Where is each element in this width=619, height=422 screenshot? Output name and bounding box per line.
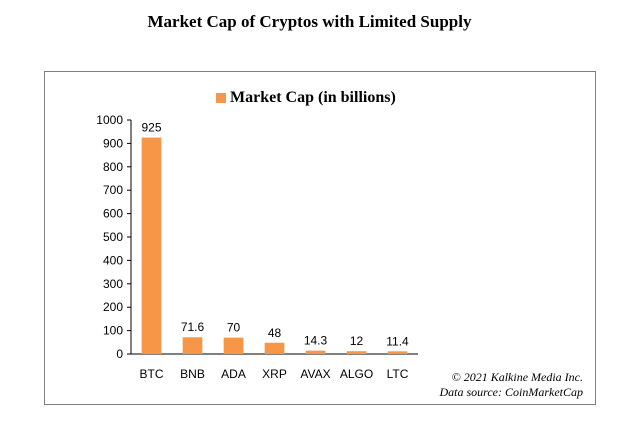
y-tick-label: 500	[103, 230, 123, 244]
copyright-text: © 2021 Kalkine Media Inc.	[451, 370, 583, 384]
page-title: Market Cap of Cryptos with Limited Suppl…	[147, 12, 472, 31]
bar-avax	[305, 350, 326, 354]
bar-bnb	[182, 337, 203, 354]
y-tick-label: 400	[103, 253, 123, 267]
y-tick-label: 800	[103, 160, 123, 174]
x-tick-label-algo: ALGO	[340, 367, 373, 381]
bar-btc	[141, 137, 162, 354]
bar-ltc	[387, 351, 408, 354]
x-tick-label-bnb: BNB	[180, 367, 205, 381]
y-tick-label: 600	[103, 207, 123, 221]
bar-xrp	[264, 342, 285, 354]
data-label-ada: 70	[227, 321, 241, 335]
y-tick-label: 300	[103, 277, 123, 291]
y-tick-label: 900	[103, 136, 123, 150]
data-label-xrp: 48	[268, 326, 282, 340]
bar-algo	[346, 351, 367, 354]
y-tick-label: 100	[103, 324, 123, 338]
data-label-ltc: 11.4	[386, 334, 409, 348]
chart-legend: Market Cap (in billions)	[216, 87, 396, 109]
chart-frame	[44, 71, 596, 405]
y-tick-label: 200	[103, 300, 123, 314]
data-label-algo: 12	[350, 334, 364, 348]
data-label-avax: 14.3	[304, 334, 328, 348]
y-tick-label: 0	[116, 347, 123, 361]
data-source-text: Data source: CoinMarketCap	[439, 385, 583, 399]
bar-ada	[223, 337, 244, 354]
y-tick-label: 1000	[96, 113, 123, 127]
chart-credits: © 2021 Kalkine Media Inc. Data source: C…	[439, 370, 583, 400]
x-tick-label-ada: ADA	[221, 367, 246, 381]
data-label-btc: 925	[141, 121, 161, 135]
x-tick-label-ltc: LTC	[387, 367, 409, 381]
x-tick-label-btc: BTC	[140, 367, 164, 381]
legend-label: Market Cap (in billions)	[230, 89, 396, 106]
data-label-bnb: 71.6	[181, 320, 205, 334]
x-tick-label-avax: AVAX	[300, 367, 330, 381]
legend-swatch	[216, 93, 226, 103]
x-tick-label-xrp: XRP	[262, 367, 287, 381]
y-tick-label: 700	[103, 183, 123, 197]
